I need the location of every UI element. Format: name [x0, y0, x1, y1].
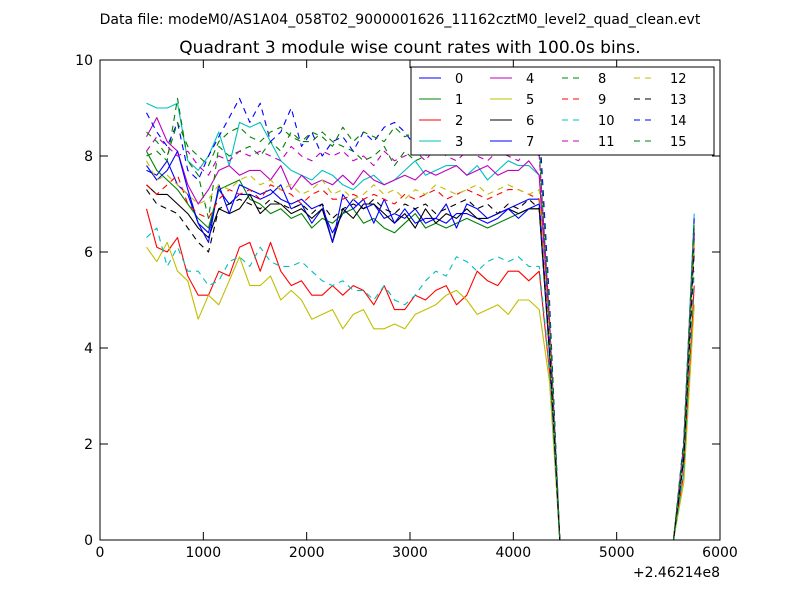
- x-tick-label-6: 6000: [702, 545, 738, 561]
- y-tick-label-0: 0: [84, 533, 93, 549]
- chart-title: Quadrant 3 module wise count rates with …: [179, 38, 640, 58]
- y-tick-label-3: 6: [84, 245, 93, 261]
- y-tick-label-1: 2: [84, 437, 93, 453]
- legend-label-8: 8: [598, 72, 606, 87]
- legend-label-9: 9: [598, 93, 606, 108]
- legend-label-3: 3: [455, 135, 463, 150]
- x-tick-labels: 0 1000 2000 3000 4000 5000 6000: [96, 545, 738, 561]
- legend-label-14: 14: [670, 114, 687, 129]
- legend-label-12: 12: [670, 72, 687, 87]
- y-tick-label-2: 4: [84, 341, 93, 357]
- legend-label-6: 6: [526, 114, 534, 129]
- legend-box: [410, 66, 715, 156]
- x-tick-label-5: 5000: [599, 545, 635, 561]
- legend-label-4: 4: [526, 72, 534, 87]
- legend-label-13: 13: [670, 93, 687, 108]
- x-tick-label-3: 3000: [392, 545, 428, 561]
- legend-label-15: 15: [670, 135, 687, 150]
- x-offset-label: +2.46214e8: [633, 565, 720, 581]
- figure-suptitle: Data file: modeM0/AS1A04_058T02_90000016…: [100, 12, 701, 28]
- x-tick-label-4: 4000: [495, 545, 531, 561]
- legend-label-0: 0: [455, 72, 463, 87]
- legend-label-7: 7: [526, 135, 534, 150]
- x-tick-label-2: 2000: [289, 545, 325, 561]
- legend-label-11: 11: [598, 135, 615, 150]
- legend-label-10: 10: [598, 114, 615, 129]
- legend-label-5: 5: [526, 93, 534, 108]
- y-tick-label-5: 10: [75, 53, 93, 69]
- x-tick-label-1: 1000: [185, 545, 221, 561]
- y-tick-label-4: 8: [84, 149, 93, 165]
- legend-label-2: 2: [455, 114, 463, 129]
- x-tick-label-0: 0: [96, 545, 105, 561]
- plot-frame: [99, 59, 721, 541]
- y-tick-labels: 0 2 4 6 8 10: [75, 53, 93, 549]
- legend-label-1: 1: [455, 93, 463, 108]
